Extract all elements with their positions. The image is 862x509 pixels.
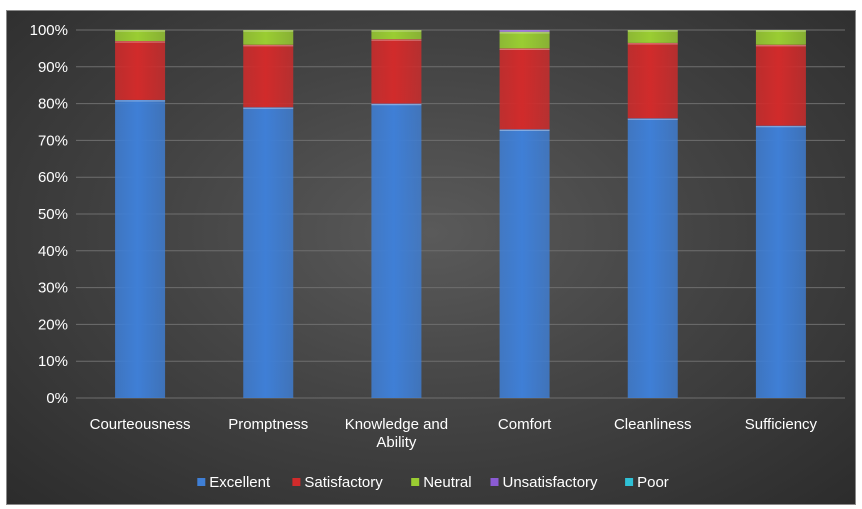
bar-satisfactory-4 xyxy=(627,42,678,119)
bar-neutral-1 xyxy=(243,30,294,45)
x-tick-label: Cleanliness xyxy=(614,416,692,433)
legend-swatch-excellent xyxy=(197,478,206,486)
y-tick-label: 30% xyxy=(38,280,68,297)
y-tick-label: 80% xyxy=(38,96,68,113)
bar-excellent-5 xyxy=(755,125,806,399)
bar-neutral-4 xyxy=(627,30,678,43)
gridlines xyxy=(76,29,845,399)
bar-satisfactory-5 xyxy=(755,44,806,126)
bar-excellent-1 xyxy=(243,107,294,398)
y-tick-label: 100% xyxy=(30,22,68,39)
legend-label-poor: Poor xyxy=(637,474,669,491)
y-tick-label: 20% xyxy=(38,316,68,333)
legend-swatch-satisfactory xyxy=(292,478,301,486)
bar-satisfactory-3 xyxy=(499,48,550,130)
legend-swatch-unsatisfactory xyxy=(490,478,499,486)
bar-satisfactory-2 xyxy=(371,39,422,104)
bar-neutral-2 xyxy=(371,30,422,40)
bar-excellent-2 xyxy=(371,103,422,398)
x-axis: Courteousness Promptness Knowledge and Abil… xyxy=(90,416,818,451)
x-tick-label: Sufficiency xyxy=(745,416,818,433)
legend-swatch-neutral xyxy=(411,478,420,486)
bar-neutral-0 xyxy=(115,30,166,42)
legend-label-unsatisfactory: Unsatisfactory xyxy=(503,474,599,491)
bar-neutral-3 xyxy=(499,31,550,49)
x-tick-label: Comfort xyxy=(498,416,552,433)
bar-satisfactory-0 xyxy=(115,41,166,100)
y-tick-label: 0% xyxy=(46,390,68,407)
y-tick-label: 70% xyxy=(38,132,68,149)
legend-label-satisfactory: Satisfactory xyxy=(304,474,383,491)
x-tick-label: Knowledge and Ability xyxy=(345,416,448,451)
y-tick-label: 60% xyxy=(38,169,68,186)
bar-excellent-4 xyxy=(627,118,678,398)
x-tick-label: Promptness xyxy=(228,416,308,433)
bar-unsatisfactory-3 xyxy=(499,30,550,32)
y-tick-label: 10% xyxy=(38,353,68,370)
bar-excellent-0 xyxy=(115,99,166,399)
x-tick-label: Courteousness xyxy=(90,416,191,433)
bar-neutral-5 xyxy=(755,30,806,45)
legend: Excellent Satisfactory Neutral Unsatisfacto… xyxy=(197,474,669,491)
bar-satisfactory-1 xyxy=(243,44,294,108)
y-tick-label: 50% xyxy=(38,206,68,223)
y-axis: 0% 10% 20% 30% 40% 50% 60% 70% 80% 90% 100% xyxy=(30,22,68,407)
y-tick-label: 90% xyxy=(38,59,68,76)
legend-label-excellent: Excellent xyxy=(209,474,271,491)
legend-swatch-poor xyxy=(625,478,634,486)
legend-label-neutral: Neutral xyxy=(423,474,471,491)
bars xyxy=(115,30,806,399)
bar-excellent-3 xyxy=(499,129,550,399)
y-tick-label: 40% xyxy=(38,243,68,260)
